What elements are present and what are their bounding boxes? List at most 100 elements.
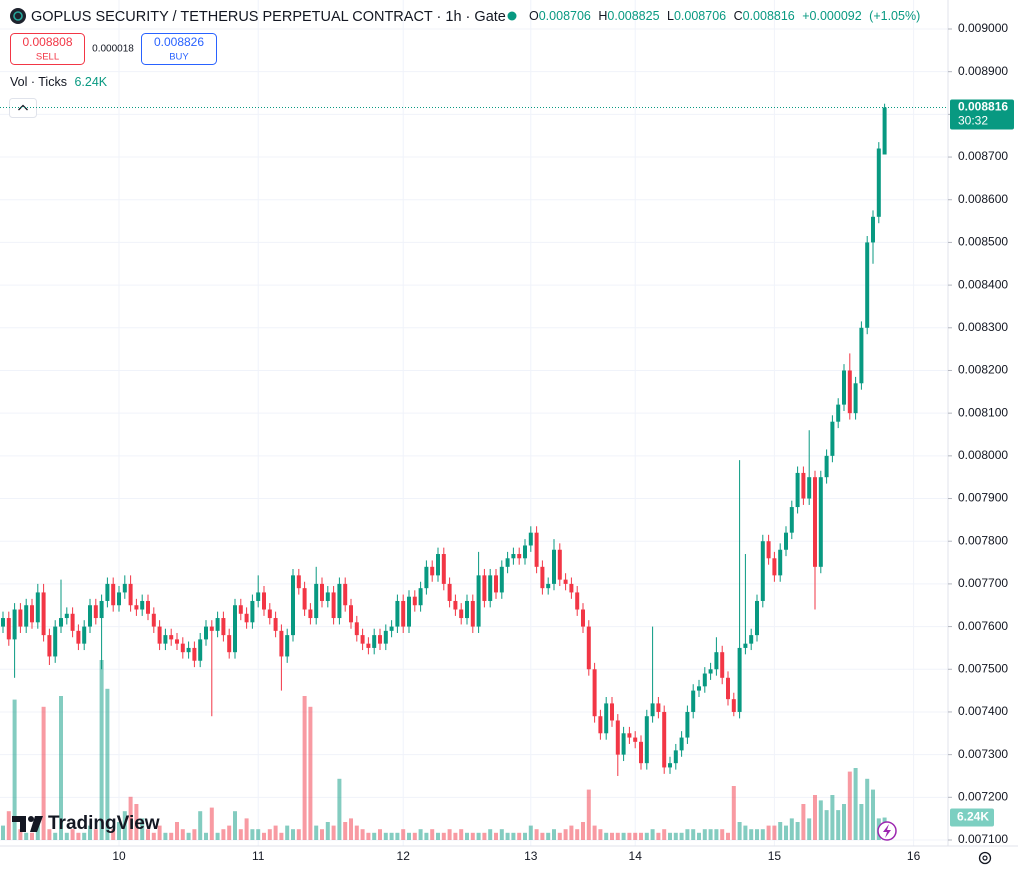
volume-bar <box>575 829 580 840</box>
volume-bar <box>64 832 69 840</box>
candle-body <box>146 600 150 614</box>
last-price-box <box>950 99 1014 130</box>
volume-value: 6.24K <box>74 75 107 89</box>
settings-icon <box>982 855 988 861</box>
buy-button[interactable] <box>141 33 217 65</box>
candle-body <box>842 370 846 405</box>
volume-bar <box>476 832 481 840</box>
volume-bar <box>708 829 713 840</box>
candle-body <box>673 750 678 764</box>
candle-body <box>122 583 127 593</box>
volume-bar <box>859 804 864 840</box>
candle-body <box>853 383 858 414</box>
volume-bar <box>691 829 696 840</box>
volume-bar <box>865 778 870 840</box>
volume-bar <box>372 832 377 840</box>
volume-bar <box>99 660 104 840</box>
change-percent: (+1.05%) <box>869 9 920 23</box>
volume-bar <box>291 829 295 840</box>
candle-body <box>552 549 556 584</box>
candle-body <box>499 566 504 593</box>
candle-body <box>760 541 765 601</box>
volume-bar <box>320 829 324 840</box>
candle-body <box>511 554 516 559</box>
volume-bar <box>778 822 783 840</box>
candle-body <box>354 622 359 636</box>
y-tick-label: 0.007200 <box>958 789 1008 803</box>
volume-bar <box>836 810 841 840</box>
y-tick-label: 0.007800 <box>958 533 1008 547</box>
volume-bar <box>714 829 719 840</box>
volume-bar <box>546 832 551 840</box>
candle-body <box>198 639 203 661</box>
sell-label: SELL <box>36 52 59 63</box>
candle-body <box>215 618 220 631</box>
volume-bar <box>824 810 829 840</box>
candle-body <box>325 592 330 601</box>
volume-bar <box>308 706 313 840</box>
candle-body <box>47 635 52 657</box>
candle-body <box>662 711 667 768</box>
candle-body <box>476 575 481 627</box>
value-close: 0.008816 <box>743 9 795 23</box>
settings-button[interactable] <box>978 851 992 865</box>
candle-body <box>180 643 185 653</box>
volume-bar <box>656 832 661 840</box>
volume-bar <box>209 807 214 840</box>
time-axis: 10 11 12 13 14 15 16 <box>112 849 920 863</box>
candle-body <box>372 635 377 648</box>
candle-body <box>749 635 754 644</box>
candle-body <box>296 575 301 589</box>
candle-body <box>697 686 701 691</box>
candle-body <box>731 699 736 712</box>
buy-price: 0.008826 <box>154 35 204 49</box>
candle-body <box>702 673 707 687</box>
symbol-icon[interactable] <box>10 8 26 24</box>
candle-body <box>279 630 284 657</box>
y-tick-label: 0.008900 <box>958 64 1008 78</box>
candle-body <box>163 635 168 644</box>
candle-body <box>882 107 887 155</box>
sell-button[interactable] <box>10 33 85 65</box>
volume-bar <box>227 825 232 840</box>
volume-bar <box>256 829 261 840</box>
last-price-label: 0.008816 <box>958 100 1008 114</box>
change: +0.000092 <box>802 9 861 23</box>
volume-bar <box>581 822 585 840</box>
candle-body <box>517 554 522 559</box>
candle-body <box>569 583 574 593</box>
candle-body <box>488 575 493 601</box>
candle-body <box>227 635 232 653</box>
candle-body <box>778 549 783 576</box>
candle-body <box>308 609 313 619</box>
volume-bar <box>511 832 516 840</box>
candle-body <box>772 558 777 576</box>
volume-bar <box>726 832 730 840</box>
volume-bar <box>673 832 678 840</box>
volume-bar <box>198 811 203 840</box>
candle-body <box>30 605 34 623</box>
symbol-title[interactable]: GOPLUS SECURITY / TETHERUS PERPETUAL CON… <box>31 9 506 25</box>
volume-bar <box>720 829 725 840</box>
candle-body <box>847 370 852 414</box>
volume-bar <box>82 832 87 840</box>
candle-body <box>679 737 684 751</box>
volume-bar <box>59 696 63 840</box>
sell-price: 0.008808 <box>22 35 72 49</box>
candle-body <box>24 605 29 627</box>
candle-body <box>604 703 609 734</box>
candle-body <box>494 575 498 593</box>
volume-bar <box>215 832 220 840</box>
collapse-button[interactable] <box>9 98 37 118</box>
candle-body <box>111 583 116 606</box>
volume-bar <box>6 811 11 840</box>
candle-body <box>650 703 655 717</box>
market-status-dot[interactable] <box>507 11 517 21</box>
logo-dot <box>28 816 34 822</box>
candle-body <box>320 583 324 601</box>
candle-body <box>6 618 11 640</box>
volume-pane <box>1 660 887 840</box>
volume-bar <box>250 829 255 840</box>
